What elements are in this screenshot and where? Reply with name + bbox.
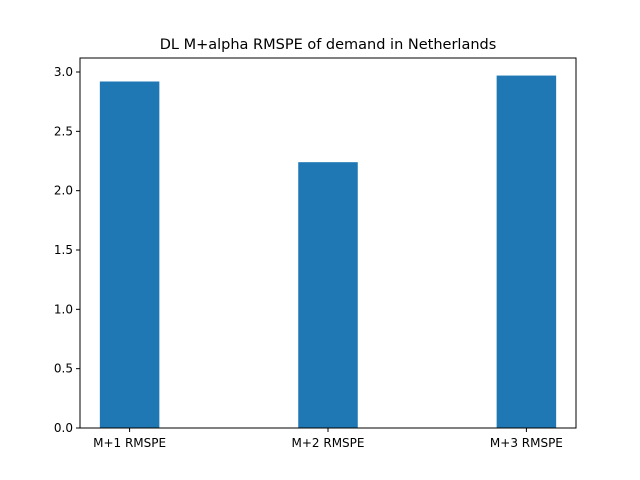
x-tick-label: M+2 RMSPE	[292, 436, 365, 450]
x-tick-label: M+1 RMSPE	[93, 436, 166, 450]
bar-1	[99, 81, 160, 428]
bar-2	[298, 162, 358, 428]
x-tick-label: M+3 RMSPE	[490, 436, 563, 450]
x-axis: M+1 RMSPE M+2 RMSPE M+3 RMSPE	[93, 428, 563, 450]
y-tick-label: 1.0	[54, 302, 73, 316]
y-tick-label: 0.0	[54, 421, 73, 435]
y-axis: 0.0 0.5 1.0 1.5 2.0 2.5 3.0	[54, 65, 80, 435]
y-tick-label: 2.0	[54, 184, 73, 198]
bars-group	[99, 75, 557, 428]
chart-title: DL M+alpha RMSPE of demand in Netherland…	[160, 37, 497, 53]
bar-3	[496, 75, 557, 428]
y-tick-label: 1.5	[54, 243, 73, 257]
y-tick-label: 0.5	[54, 362, 73, 376]
y-tick-label: 2.5	[54, 124, 73, 138]
plot-frame	[79, 57, 577, 429]
y-tick-label: 3.0	[54, 65, 73, 79]
